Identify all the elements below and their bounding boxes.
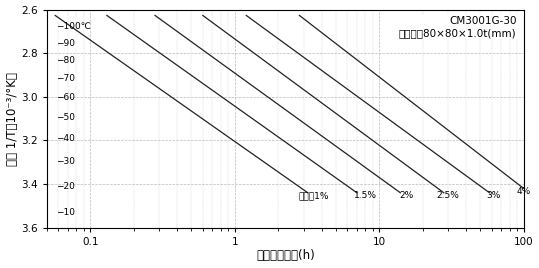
Text: 吸水琛1%: 吸水琛1% <box>298 191 329 200</box>
Text: 2%: 2% <box>399 191 414 200</box>
Text: −30: −30 <box>56 157 75 166</box>
Text: CM3001G-30
試験片：80×80×1.0t(mm): CM3001G-30 試験片：80×80×1.0t(mm) <box>399 16 516 38</box>
Y-axis label: 水温 1/T（10⁻³/°K）: 水温 1/T（10⁻³/°K） <box>5 72 18 166</box>
Text: −10: −10 <box>56 208 75 217</box>
Text: −90: −90 <box>56 39 75 48</box>
Text: −40: −40 <box>56 135 74 143</box>
X-axis label: 浸漬処理時間(h): 浸漬処理時間(h) <box>256 250 315 262</box>
Text: −100℃: −100℃ <box>56 23 91 31</box>
Text: −50: −50 <box>56 113 75 122</box>
Text: 2.5%: 2.5% <box>437 191 460 200</box>
Text: 1.5%: 1.5% <box>354 191 377 200</box>
Text: −20: −20 <box>56 182 74 191</box>
Text: 4%: 4% <box>516 187 531 196</box>
Text: 3%: 3% <box>487 191 501 200</box>
Text: −60: −60 <box>56 93 75 102</box>
Text: −80: −80 <box>56 55 75 65</box>
Text: −70: −70 <box>56 74 75 83</box>
